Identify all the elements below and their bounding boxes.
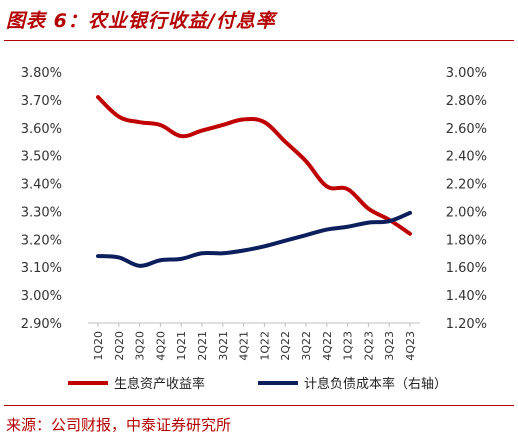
source-note: 来源：公司财报，中泰证券研究所	[6, 416, 232, 434]
series-line-0	[96, 95, 412, 236]
series-0-point	[180, 135, 182, 137]
series-0-point	[326, 185, 328, 187]
series-0-point	[243, 118, 245, 120]
x-tick-label: 3Q20	[134, 331, 147, 361]
x-axis: 1Q20 2Q20 3Q20 4Q20 1Q21 2Q21 3Q21 4Q21 1Q22 2Q22…	[88, 322, 420, 361]
chart-title: 图表 6：农业银行收益/付息率	[6, 10, 276, 32]
right-y-axis: 1.20% 1.40% 1.60% 1.80% 2.00% 2.20% 2.40% 2.60%…	[446, 66, 487, 332]
series-1-point	[201, 252, 203, 254]
right-tick-label: 3.00%	[446, 66, 487, 81]
legend-label-1: 计息负债成本率（右轴）	[304, 376, 447, 392]
series-1-point	[305, 234, 307, 236]
legend-label-0: 生息资产收益率	[114, 376, 205, 392]
series-1-point	[118, 256, 120, 258]
series-1-point	[347, 226, 349, 228]
left-tick-label: 3.40%	[21, 178, 62, 193]
x-tick-label: 3Q21	[217, 331, 230, 361]
series-0-point	[367, 208, 369, 210]
series-1-point	[180, 258, 182, 260]
series-0-point	[139, 121, 141, 123]
left-tick-label: 3.60%	[21, 122, 62, 137]
series-0-point	[97, 96, 99, 98]
series-layer	[96, 95, 412, 268]
right-tick-label: 1.20%	[446, 317, 487, 332]
series-0-point	[284, 141, 286, 143]
series-1-point	[222, 252, 224, 254]
left-tick-label: 3.70%	[21, 94, 62, 109]
left-tick-label: 3.80%	[21, 66, 62, 81]
x-tick-label: 4Q20	[154, 331, 167, 361]
series-1-point	[263, 245, 265, 247]
right-tick-label: 2.00%	[446, 205, 487, 220]
source-divider	[4, 405, 514, 406]
x-tick-label: 3Q23	[383, 331, 396, 361]
series-1-point	[243, 249, 245, 251]
x-tick-label: 2Q22	[279, 331, 292, 361]
x-tick-label: 1Q23	[342, 331, 355, 361]
series-1-point	[388, 220, 390, 222]
series-1-point	[139, 265, 141, 267]
series-0-point	[263, 121, 265, 123]
left-tick-label: 3.00%	[21, 289, 62, 304]
series-0-point	[409, 233, 411, 235]
series-0-point	[159, 124, 161, 126]
x-tick-label: 2Q21	[196, 331, 209, 361]
x-tick-label: 2Q20	[113, 331, 126, 361]
series-1-point	[159, 259, 161, 261]
series-1-point	[326, 229, 328, 231]
line-chart: 2.90% 3.00% 3.10% 3.20% 3.30% 3.40% 3.50% 3.60%…	[21, 66, 487, 392]
x-tick-label: 3Q22	[300, 331, 313, 361]
left-tick-label: 3.10%	[21, 261, 62, 276]
series-0-point	[201, 130, 203, 132]
series-1-point	[284, 240, 286, 242]
right-tick-label: 1.60%	[446, 261, 487, 276]
right-tick-label: 2.80%	[446, 94, 487, 109]
series-0-point	[222, 124, 224, 126]
x-tick-label: 4Q23	[404, 331, 417, 361]
series-0-point	[305, 160, 307, 162]
x-tick-label: 1Q21	[175, 331, 188, 361]
right-tick-label: 1.80%	[446, 233, 487, 248]
right-tick-label: 2.20%	[446, 178, 487, 193]
right-tick-label: 2.60%	[446, 122, 487, 137]
x-tick-label: 1Q22	[258, 331, 271, 361]
right-tick-label: 2.40%	[446, 150, 487, 165]
series-0-point	[118, 116, 120, 118]
series-1-point	[409, 212, 411, 214]
x-tick-label: 4Q21	[238, 331, 251, 361]
left-y-axis: 2.90% 3.00% 3.10% 3.20% 3.30% 3.40% 3.50% 3.60%…	[21, 66, 62, 332]
title-divider	[4, 40, 514, 41]
series-1-point	[367, 222, 369, 224]
left-tick-label: 3.50%	[21, 150, 62, 165]
x-tick-label: 2Q23	[362, 331, 375, 361]
x-tick-label: 1Q20	[92, 331, 105, 361]
series-1-point	[97, 255, 99, 257]
x-tick-label: 4Q22	[321, 331, 334, 361]
left-tick-label: 2.90%	[21, 317, 62, 332]
legend: 生息资产收益率 计息负债成本率（右轴）	[68, 376, 447, 392]
left-tick-label: 3.30%	[21, 205, 62, 220]
series-0-point	[347, 188, 349, 190]
series-line-1	[96, 210, 412, 268]
left-tick-label: 3.20%	[21, 233, 62, 248]
right-tick-label: 1.40%	[446, 289, 487, 304]
